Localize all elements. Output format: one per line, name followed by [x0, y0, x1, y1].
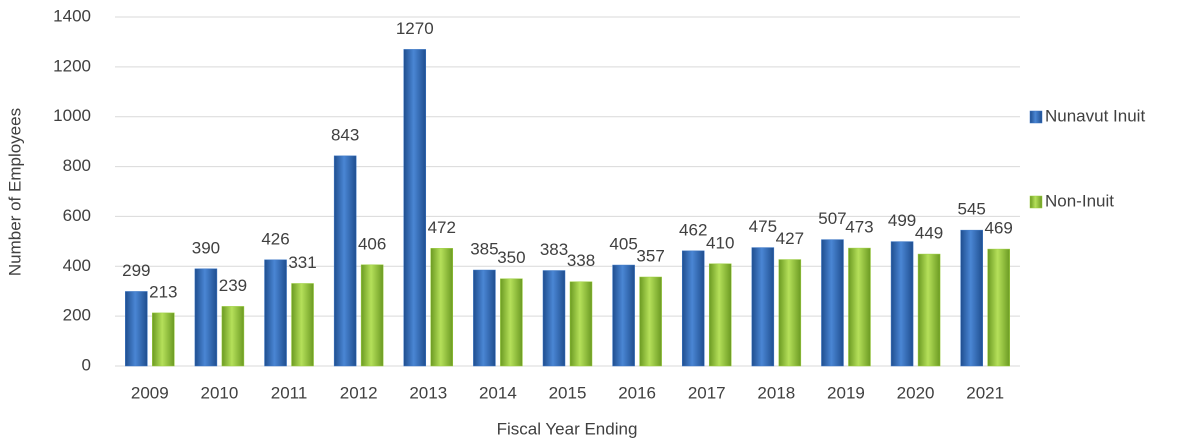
bar [291, 283, 314, 367]
y-tick-label: 1000 [53, 106, 91, 125]
x-tick-label: 2013 [409, 383, 447, 402]
x-tick-label: 2011 [271, 383, 308, 402]
legend-label: Non-Inuit [1045, 191, 1114, 210]
y-tick-label: 400 [63, 256, 91, 275]
data-label: 350 [497, 248, 525, 267]
bar [917, 253, 941, 367]
data-label: 338 [567, 251, 595, 270]
data-label: 299 [122, 261, 150, 280]
data-label: 405 [609, 235, 637, 254]
bar [264, 259, 287, 367]
bar [194, 268, 218, 367]
bar [751, 247, 775, 367]
bar [360, 264, 384, 367]
data-label: 239 [219, 276, 247, 295]
data-label: 410 [706, 233, 734, 252]
data-label: 426 [261, 229, 289, 248]
data-label: 357 [636, 246, 664, 265]
x-tick-label: 2020 [897, 383, 935, 402]
bar [778, 259, 802, 367]
data-label: 331 [288, 253, 316, 272]
bar [681, 250, 705, 367]
data-label: 390 [192, 238, 220, 257]
bar [639, 276, 662, 367]
y-axis-title: Number of Employees [5, 108, 24, 276]
bar [473, 269, 496, 367]
bar [569, 281, 593, 367]
x-tick-label: 2015 [549, 383, 587, 402]
bar [430, 248, 454, 367]
x-tick-label: 2010 [201, 383, 239, 402]
data-label: 1270 [396, 19, 434, 38]
bar [221, 306, 245, 367]
x-tick-label: 2014 [479, 383, 517, 402]
data-label: 449 [915, 224, 943, 243]
legend-swatch [1029, 195, 1043, 209]
x-tick-label: 2018 [757, 383, 795, 402]
bar [403, 49, 427, 367]
bar [152, 312, 175, 367]
data-label: 499 [888, 211, 916, 230]
bar [500, 278, 523, 367]
y-tick-label: 200 [63, 306, 91, 325]
y-tick-label: 600 [63, 206, 91, 225]
x-tick-label: 2017 [688, 383, 726, 402]
bar [542, 270, 566, 367]
bar [708, 263, 732, 367]
data-label: 475 [749, 217, 777, 236]
data-label: 406 [358, 234, 386, 253]
bar [821, 239, 844, 367]
data-label: 213 [149, 282, 177, 301]
data-label: 462 [679, 220, 707, 239]
data-label: 385 [470, 240, 498, 259]
y-tick-label: 800 [63, 156, 91, 175]
y-tick-label: 1400 [53, 6, 91, 25]
data-label: 469 [985, 219, 1013, 238]
bar [612, 264, 635, 367]
data-label: 383 [540, 240, 568, 259]
x-tick-label: 2012 [340, 383, 378, 402]
legend-label: Nunavut Inuit [1045, 106, 1145, 125]
legend-swatch [1029, 110, 1043, 124]
data-label: 507 [818, 209, 846, 228]
x-tick-label: 2021 [966, 383, 1004, 402]
data-label: 427 [776, 229, 804, 248]
y-tick-label: 1200 [53, 56, 91, 75]
bar [987, 248, 1010, 367]
data-label: 545 [958, 200, 986, 219]
bar [890, 241, 914, 367]
x-axis-title: Fiscal Year Ending [497, 419, 638, 438]
bar [960, 229, 983, 367]
data-label: 473 [845, 218, 873, 237]
y-tick-label: 0 [82, 355, 91, 374]
x-tick-label: 2019 [827, 383, 865, 402]
data-label: 843 [331, 125, 359, 144]
bar [333, 155, 357, 367]
bar [848, 247, 871, 367]
data-label: 472 [428, 218, 456, 237]
bar [125, 291, 148, 367]
x-tick-label: 2009 [131, 383, 169, 402]
x-tick-label: 2016 [618, 383, 656, 402]
